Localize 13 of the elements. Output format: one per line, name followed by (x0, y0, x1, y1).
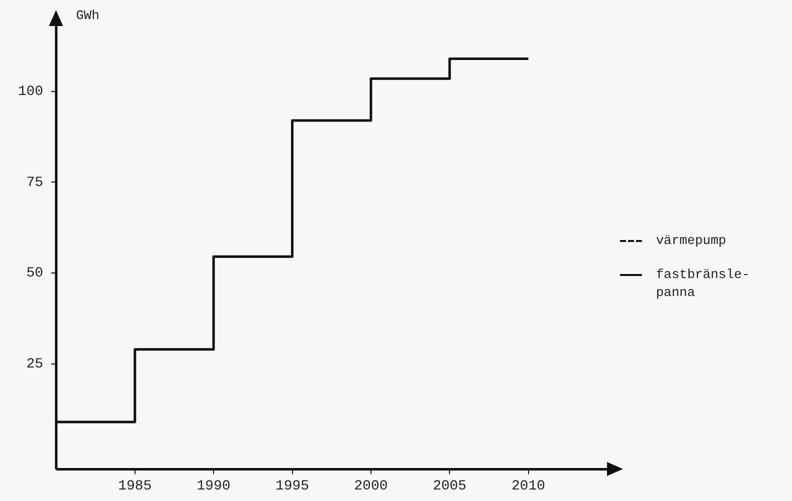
x-tick-label: 1990 (196, 478, 230, 494)
x-tick-label: 2000 (354, 478, 388, 494)
x-tick-label: 1985 (118, 478, 152, 494)
x-tick-label: 1995 (275, 478, 310, 494)
y-tick-label: 50 (26, 266, 44, 282)
y-tick-label: 25 (26, 356, 44, 373)
x-tick-label: 2010 (512, 478, 546, 494)
y-axis-title: GWh (76, 8, 100, 23)
legend-label: värmepump (656, 232, 728, 250)
y-tick-label: 75 (26, 174, 44, 191)
y-tick-label: 100 (18, 84, 44, 100)
x-tick-label: 2005 (432, 478, 466, 494)
legend-label: fastbränsle-panna (656, 266, 751, 302)
